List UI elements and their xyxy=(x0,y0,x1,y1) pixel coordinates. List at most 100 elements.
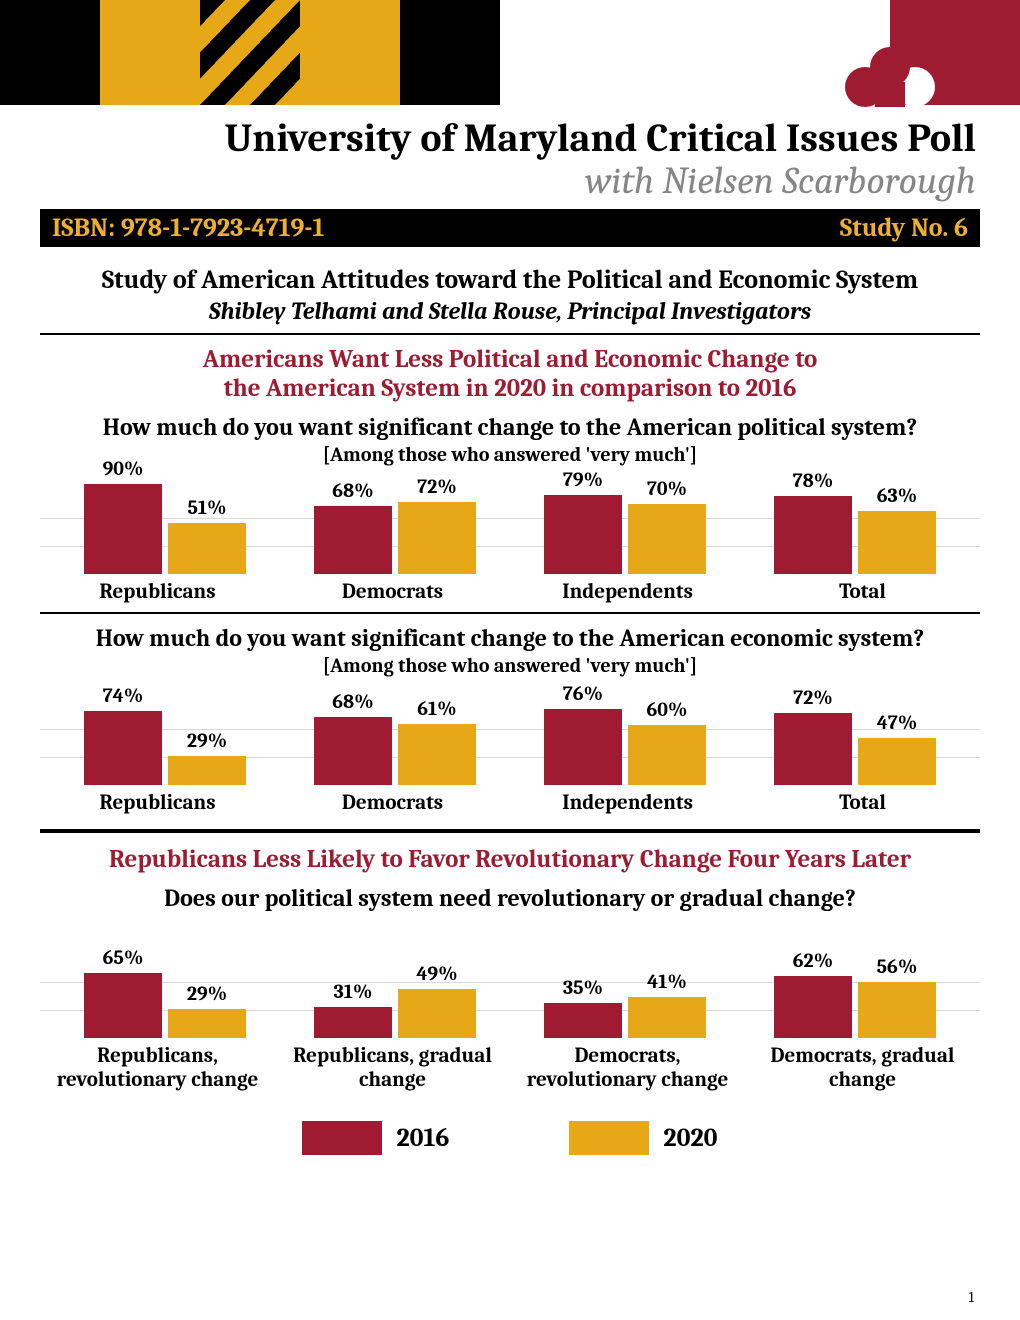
bar-value-label: 72% xyxy=(417,475,457,498)
category-label: Democrats, gradual change xyxy=(745,1044,980,1092)
bar-value-label: 56% xyxy=(877,955,918,978)
bar-value-label: 60% xyxy=(647,698,688,721)
bar xyxy=(398,724,476,785)
divider xyxy=(40,612,980,614)
category-label: Republicans, revolutionary change xyxy=(40,1044,275,1092)
bar-value-label: 47% xyxy=(877,711,917,734)
bar-value-label: 72% xyxy=(793,686,833,709)
bar-group: 68% 61% xyxy=(314,690,476,785)
chart-c: 65% 29% 31% 49% 35% 41% 62% 56% Republicans, rev… xyxy=(40,938,980,1092)
bar-value-label: 61% xyxy=(417,697,456,720)
category-label: Republicans, gradual change xyxy=(275,1044,510,1092)
category-label: Republicans xyxy=(40,791,275,815)
umd-logo-icon xyxy=(760,0,1020,105)
bar-value-label: 70% xyxy=(647,477,687,500)
chart-b: 74% 29% 68% 61% 76% 60% 72% 47% RepublicansDemoc… xyxy=(40,685,980,815)
bar-value-label: 79% xyxy=(563,468,603,491)
bar xyxy=(774,976,852,1038)
bar-group: 65% 29% xyxy=(84,946,246,1038)
bar xyxy=(628,504,706,574)
bar xyxy=(398,502,476,574)
bar xyxy=(774,713,852,785)
category-label: Total xyxy=(745,791,980,815)
chart-b-note: [Among those who answered 'very much'] xyxy=(40,654,980,677)
bar-value-label: 78% xyxy=(793,469,834,492)
maryland-flag-icon xyxy=(0,0,500,105)
bar xyxy=(314,717,392,785)
category-label: Independents xyxy=(510,791,745,815)
bar xyxy=(84,484,162,574)
sub-title: with Nielsen Scarborough xyxy=(40,159,976,203)
study-title: Study of American Attitudes toward the P… xyxy=(40,265,980,295)
legend-swatch xyxy=(569,1121,649,1155)
category-label: Republicans xyxy=(40,580,275,604)
page: University of Maryland Critical Issues P… xyxy=(0,0,1020,1195)
bar-value-label: 76% xyxy=(563,682,603,705)
chart-a: 90%51%68%72%79%70%78%63%RepublicansDemoc… xyxy=(40,474,980,604)
divider xyxy=(40,333,980,335)
chart-a-question: How much do you want significant change … xyxy=(40,413,980,441)
section2-headline: Republicans Less Likely to Favor Revolut… xyxy=(40,845,980,874)
divider-heavy xyxy=(40,829,980,833)
bar xyxy=(858,511,936,574)
category-label: Independents xyxy=(510,580,745,604)
bar xyxy=(314,506,392,574)
bar-value-label: 90% xyxy=(103,457,144,480)
bar-value-label: 29% xyxy=(187,982,227,1005)
section1-headline: Americans Want Less Political and Econom… xyxy=(40,345,980,403)
bar xyxy=(398,989,476,1038)
bar-group: 78% 63% xyxy=(774,469,936,574)
bar xyxy=(84,973,162,1038)
main-title: University of Maryland Critical Issues P… xyxy=(40,115,976,161)
study-number: Study No. 6 xyxy=(840,213,968,243)
bar xyxy=(84,711,162,785)
category-label: Democrats, revolutionary change xyxy=(510,1044,745,1092)
category-label: Total xyxy=(745,580,980,604)
isbn-label: ISBN: 978-1-7923-4719-1 xyxy=(52,213,324,243)
bar-value-label: 41% xyxy=(647,970,687,993)
bar xyxy=(774,496,852,574)
bar-value-label: 49% xyxy=(416,962,457,985)
bar xyxy=(544,709,622,785)
bar-value-label: 68% xyxy=(332,690,373,713)
legend-item: 2020 xyxy=(569,1121,717,1155)
chart-c-question: Does our political system need revolutio… xyxy=(40,884,980,912)
bar-group: 74% 29% xyxy=(84,684,246,785)
bar xyxy=(544,1003,622,1038)
chart-b-question: How much do you want significant change … xyxy=(40,624,980,652)
bar-value-label: 31% xyxy=(334,980,373,1003)
investigators: Shibley Telhami and Stella Rouse, Princi… xyxy=(40,297,980,325)
bar-value-label: 68% xyxy=(332,479,373,502)
header-graphics xyxy=(0,0,1020,105)
category-label: Democrats xyxy=(275,791,510,815)
section1-headline-l1: Americans Want Less Political and Econom… xyxy=(203,345,817,374)
bar-value-label: 74% xyxy=(103,684,143,707)
legend-item: 2016 xyxy=(302,1121,449,1155)
bar-value-label: 35% xyxy=(563,976,603,999)
bar xyxy=(628,725,706,785)
bar-group: 90%51% xyxy=(84,457,246,574)
bar-group: 72% 47% xyxy=(774,686,936,785)
bar xyxy=(628,997,706,1038)
legend-label: 2016 xyxy=(396,1123,449,1153)
bar-group: 79% 70% xyxy=(544,468,706,574)
bar-group: 35% 41% xyxy=(544,970,706,1038)
bar-value-label: 65% xyxy=(103,946,144,969)
bar xyxy=(314,1007,392,1038)
bar xyxy=(544,495,622,574)
bar-group: 62% 56% xyxy=(774,949,936,1038)
bar-value-label: 62% xyxy=(793,949,833,972)
bar-value-label: 29% xyxy=(187,729,227,752)
section1-headline-l2: the American System in 2020 in compariso… xyxy=(40,374,980,403)
legend-swatch xyxy=(302,1121,382,1155)
legend: 2016 2020 xyxy=(40,1121,980,1155)
bar-group: 76% 60% xyxy=(544,682,706,785)
bar-group: 68% 72% xyxy=(314,475,476,574)
bar xyxy=(168,756,246,785)
bar xyxy=(168,1009,246,1038)
bar-value-label: 63% xyxy=(877,484,917,507)
isbn-bar: ISBN: 978-1-7923-4719-1 Study No. 6 xyxy=(40,209,980,247)
bar xyxy=(858,738,936,785)
bar xyxy=(168,523,246,574)
legend-label: 2020 xyxy=(663,1123,717,1153)
